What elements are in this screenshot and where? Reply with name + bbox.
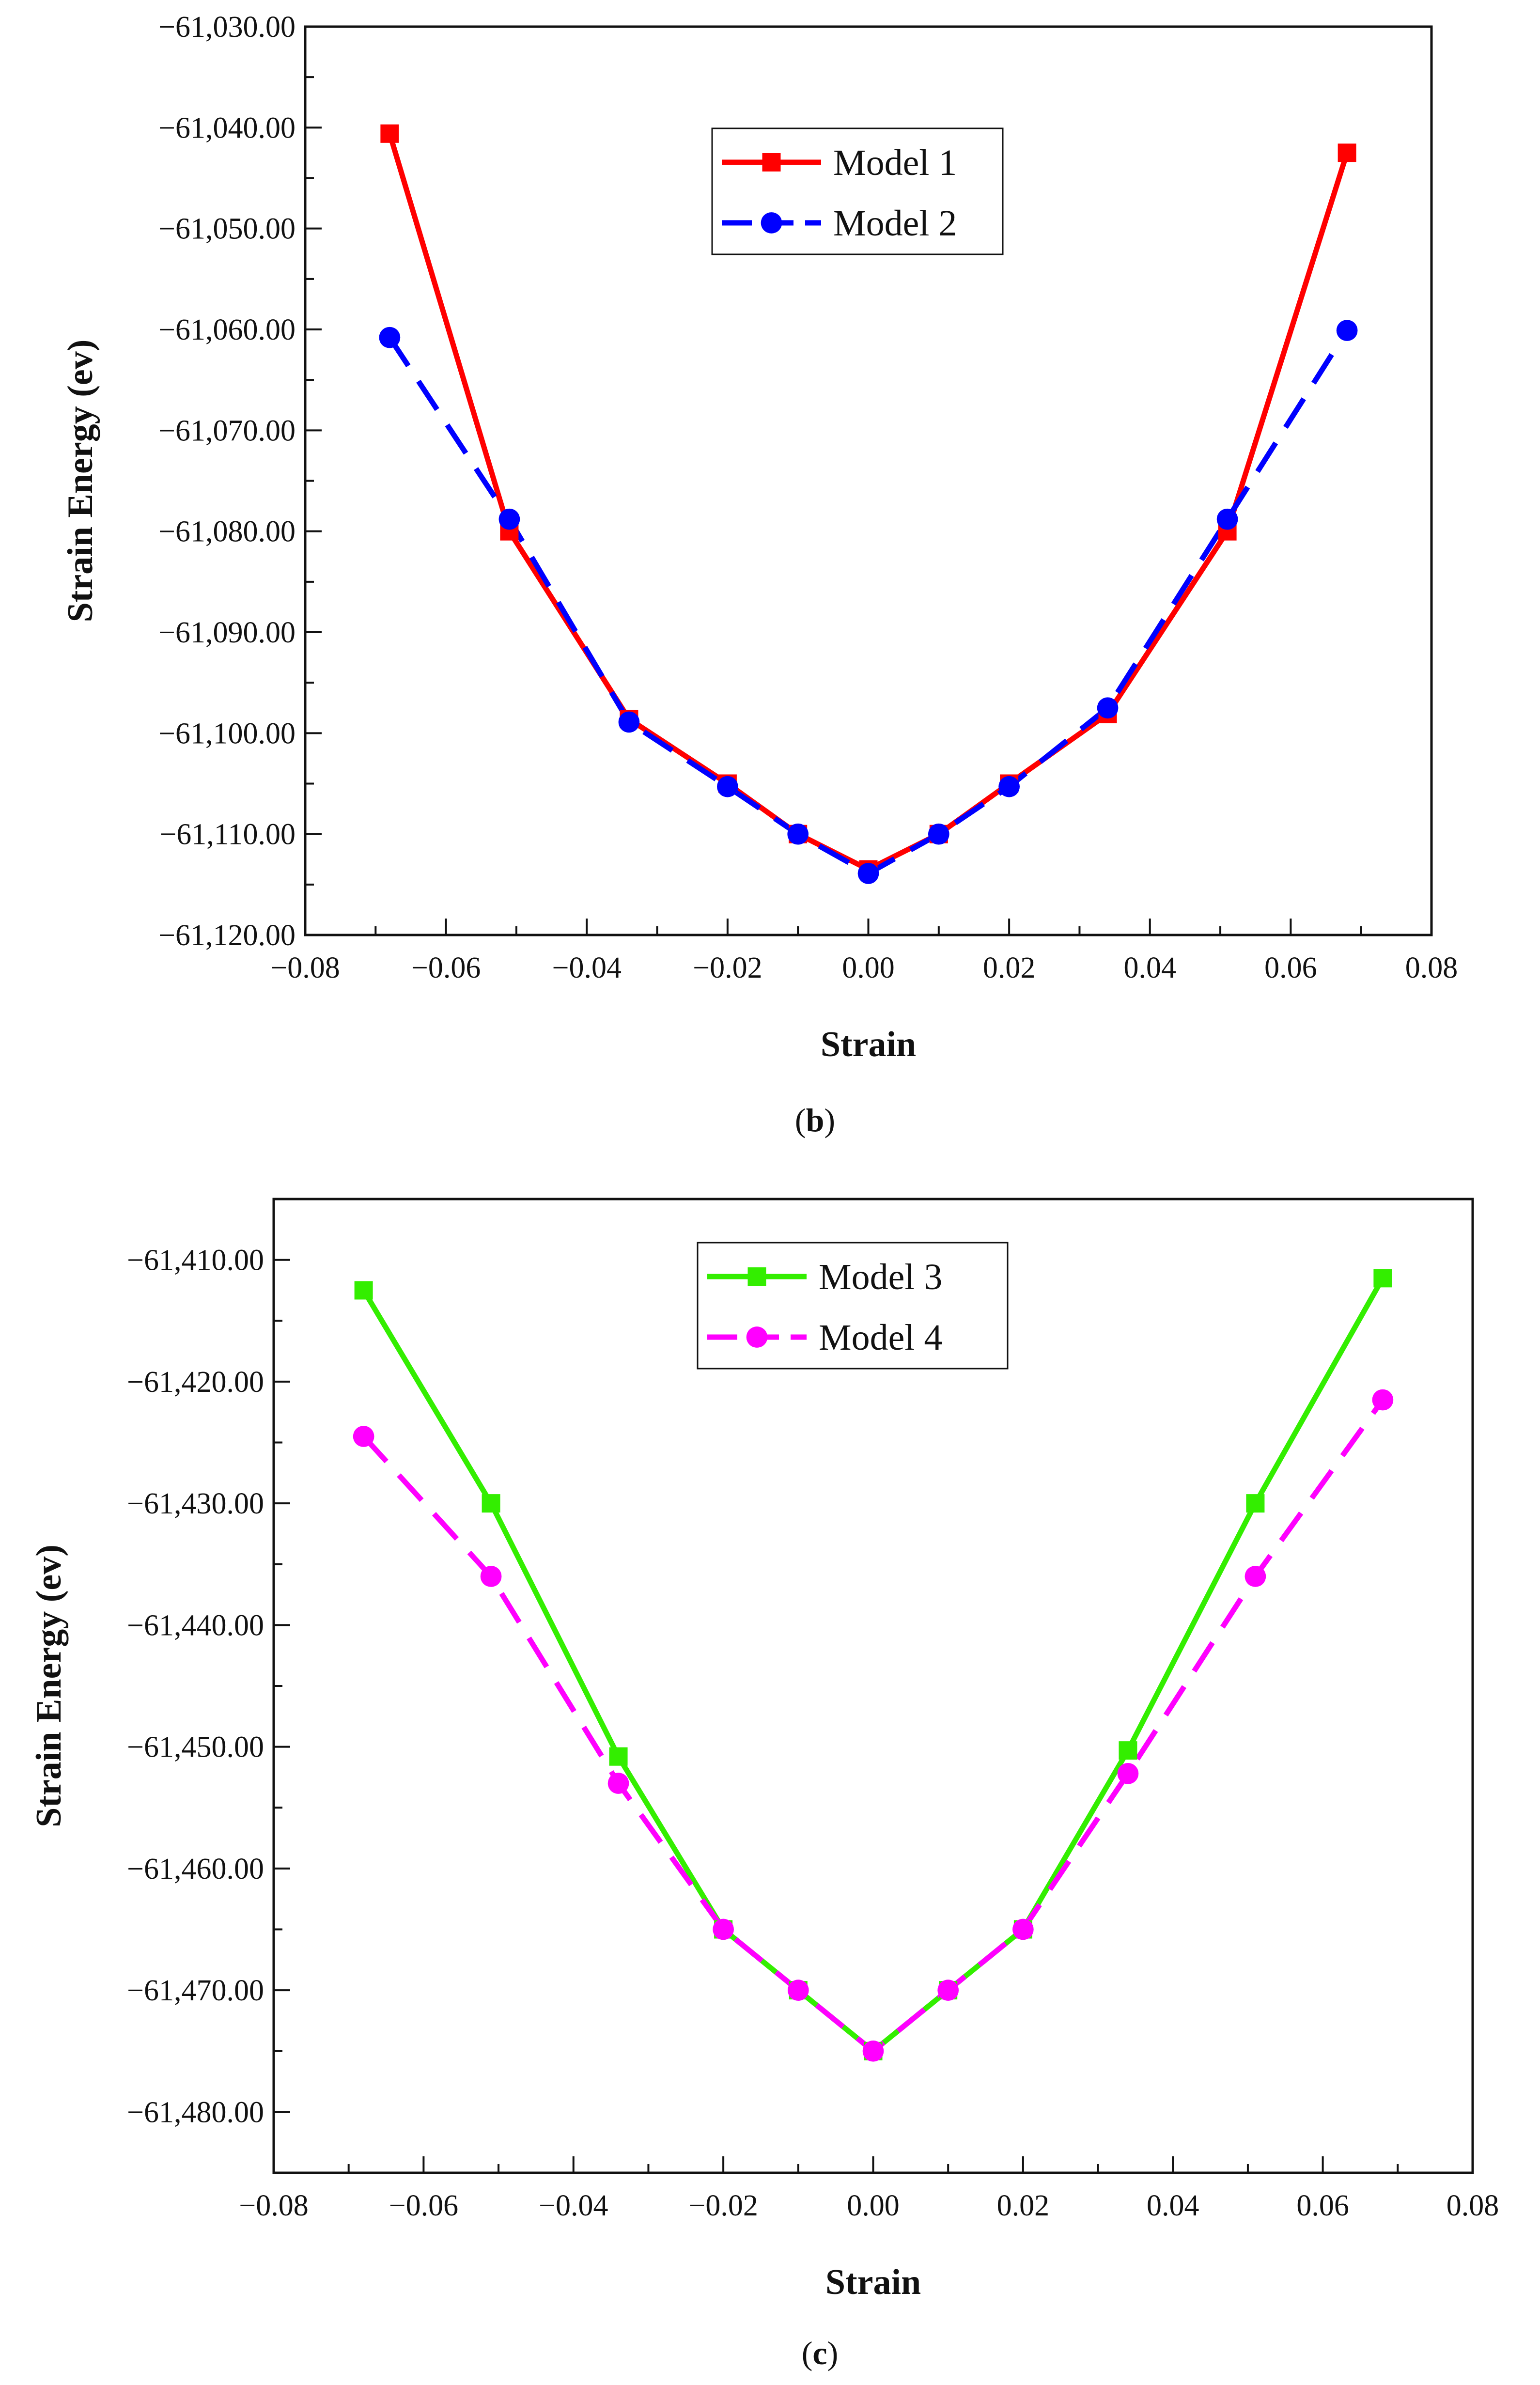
- x-tick-label: 0.00: [847, 2189, 900, 2222]
- chart-c-caption-letter: c: [812, 2335, 827, 2371]
- chart-c-legend: Model 3 Model 4: [697, 1242, 1009, 1370]
- data-point-model-4: [607, 1773, 629, 1794]
- legend-marker-model-2: [761, 212, 782, 234]
- chart-panel-b: −0.08 −0.06 −0.04 −0.02 0.00 0.02 0.04 0.06 0.08…: [61, 11, 1458, 1138]
- y-tick-label: −61,050.00: [158, 213, 296, 246]
- data-point-model-2: [379, 327, 401, 348]
- y-tick-label: −61,120.00: [158, 919, 296, 952]
- chart-b-x-axis: −0.08 −0.06 −0.04 −0.02 0.00 0.02 0.04 0.06 0.08: [270, 919, 1458, 984]
- y-tick-label: −61,470.00: [127, 1974, 264, 2007]
- y-tick-label: −61,480.00: [127, 2096, 264, 2129]
- data-point-model-2: [1097, 697, 1119, 719]
- x-tick-label: 0.08: [1447, 2189, 1499, 2222]
- data-point-model-1: [380, 124, 399, 143]
- y-tick-label: −61,030.00: [158, 11, 296, 44]
- chart-b-caption: (b): [795, 1102, 835, 1138]
- chart-b-series-layer: [379, 124, 1358, 884]
- data-point-model-4: [1012, 1918, 1034, 1940]
- chart-b-legend-entries: Model 1 Model 2: [722, 142, 957, 244]
- y-tick-label: −61,440.00: [127, 1609, 264, 1642]
- x-tick-label: 0.04: [1147, 2189, 1199, 2222]
- chart-c-x-axis: −0.08 −0.06 −0.04 −0.02 0.00 0.02 0.04 0.06 0.08: [239, 2156, 1499, 2222]
- data-point-model-2: [498, 508, 520, 530]
- data-point-model-4: [713, 1918, 734, 1940]
- chart-b-legend-box: [711, 127, 1004, 255]
- x-tick-label: 0.06: [1264, 951, 1317, 984]
- legend-marker-model-4: [746, 1326, 768, 1348]
- data-point-model-4: [353, 1426, 374, 1447]
- data-point-model-2: [1336, 320, 1358, 341]
- y-tick-label: −61,110.00: [159, 818, 296, 851]
- data-point-model-3: [609, 1747, 628, 1766]
- x-tick-label: 0.02: [997, 2189, 1050, 2222]
- data-point-model-4: [1372, 1389, 1394, 1411]
- y-tick-label: −61,100.00: [158, 717, 296, 750]
- data-point-model-4: [787, 1980, 809, 2001]
- chart-c-caption: (c): [802, 2335, 839, 2371]
- data-point-model-4: [862, 2040, 884, 2062]
- y-tick-label: −61,070.00: [158, 414, 296, 447]
- x-tick-label: −0.02: [693, 951, 762, 984]
- data-point-model-4: [1117, 1763, 1139, 1784]
- data-point-model-2: [998, 776, 1020, 797]
- x-tick-label: −0.04: [552, 951, 622, 984]
- data-point-model-2: [857, 863, 879, 884]
- y-tick-label: −61,040.00: [158, 111, 296, 144]
- chart-c-legend-entries: Model 3 Model 4: [707, 1257, 942, 1358]
- x-tick-label: 0.00: [842, 951, 895, 984]
- chart-c-x-axis-title: Strain: [825, 2262, 921, 2302]
- x-tick-label: −0.06: [389, 2189, 458, 2222]
- x-tick-label: −0.02: [688, 2189, 758, 2222]
- data-point-model-3: [1246, 1494, 1265, 1513]
- chart-b-legend: Model 1 Model 2: [711, 127, 1004, 255]
- data-point-model-2: [787, 823, 809, 845]
- chart-b-y-axis: −61,030.00 −61,040.00 −61,050.00 −61,060.00…: [158, 11, 322, 952]
- data-point-model-2: [928, 823, 949, 845]
- y-tick-label: −61,420.00: [127, 1366, 264, 1399]
- x-tick-label: 0.02: [983, 951, 1036, 984]
- legend-label-model-2: Model 2: [833, 203, 957, 244]
- y-tick-label: −61,060.00: [158, 313, 296, 346]
- data-point-model-3: [1373, 1269, 1392, 1288]
- y-tick-label: −61,090.00: [158, 616, 296, 649]
- data-point-model-4: [1244, 1566, 1266, 1587]
- legend-marker-model-3: [747, 1267, 766, 1286]
- x-tick-label: 0.06: [1296, 2189, 1349, 2222]
- chart-b-caption-letter: b: [806, 1102, 824, 1138]
- y-tick-label: −61,430.00: [127, 1487, 264, 1520]
- chart-b-x-axis-title: Strain: [821, 1025, 916, 1064]
- legend-label-model-4: Model 4: [819, 1317, 942, 1358]
- x-tick-label: −0.06: [411, 951, 481, 984]
- y-tick-label: −61,410.00: [127, 1244, 264, 1277]
- data-point-model-2: [1216, 508, 1238, 530]
- data-point-model-2: [618, 711, 640, 733]
- x-tick-label: 0.08: [1405, 951, 1458, 984]
- y-tick-label: −61,460.00: [127, 1853, 264, 1886]
- data-point-model-2: [717, 776, 738, 797]
- y-tick-label: −61,450.00: [127, 1731, 264, 1764]
- x-tick-label: 0.04: [1124, 951, 1177, 984]
- chart-c-series-layer: [353, 1269, 1394, 2062]
- chart-panel-c: −0.08 −0.06 −0.04 −0.02 0.00 0.02 0.04 0.06 0.08…: [29, 1198, 1499, 2371]
- y-tick-label: −61,080.00: [158, 515, 296, 548]
- legend-label-model-1: Model 1: [833, 142, 957, 183]
- chart-c-y-axis: −61,410.00 −61,420.00 −61,430.00 −61,440.00…: [127, 1198, 290, 2174]
- legend-label-model-3: Model 3: [819, 1257, 942, 1297]
- data-point-model-4: [937, 1980, 959, 2001]
- chart-c-y-axis-title: Strain Energy (ev): [29, 1544, 69, 1827]
- x-tick-label: −0.08: [239, 2189, 308, 2222]
- chart-c-legend-box: [697, 1242, 1009, 1370]
- data-point-model-4: [480, 1566, 502, 1587]
- data-point-model-3: [354, 1281, 373, 1300]
- x-tick-label: −0.08: [270, 951, 340, 984]
- data-point-model-3: [1119, 1741, 1137, 1760]
- chart-b-y-axis-title: Strain Energy (ev): [61, 340, 100, 623]
- data-point-model-1: [1338, 143, 1356, 162]
- legend-marker-model-1: [762, 153, 781, 171]
- x-tick-label: −0.04: [539, 2189, 608, 2222]
- data-point-model-3: [482, 1494, 500, 1513]
